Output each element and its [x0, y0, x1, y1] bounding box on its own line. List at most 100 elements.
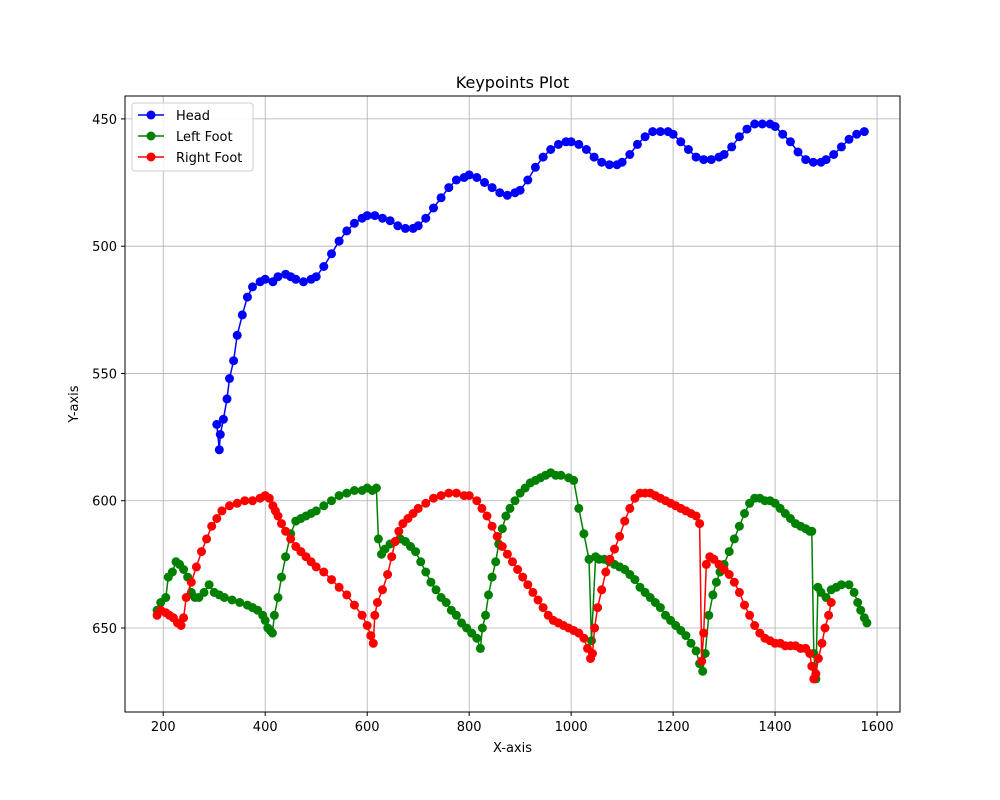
right-foot-point [523, 580, 533, 590]
head-point [218, 414, 228, 424]
head-point [502, 190, 512, 200]
left-foot-point [484, 590, 493, 600]
head-point [852, 129, 862, 139]
left-foot-point [734, 521, 744, 531]
head-point [413, 221, 423, 231]
left-foot-point [505, 503, 515, 513]
right-foot-point [186, 577, 196, 587]
right-foot-point [273, 511, 283, 521]
right-foot-point [820, 623, 830, 633]
right-foot-point [734, 587, 744, 597]
head-point [821, 155, 831, 165]
right-foot-point [610, 544, 619, 554]
right-foot-point [383, 570, 393, 579]
right-foot-point [615, 531, 625, 541]
left-foot-point [273, 593, 283, 602]
left-foot-point [219, 593, 229, 602]
left-foot-point [655, 603, 665, 613]
y-tick-label: 650 [92, 622, 117, 637]
head-point [648, 127, 658, 137]
left-foot-point [327, 496, 336, 506]
right-foot-point [334, 582, 344, 592]
left-foot-point [342, 488, 352, 498]
left-foot-point [844, 580, 854, 590]
head-point [538, 152, 548, 162]
right-foot-point [413, 503, 423, 513]
head-point [242, 292, 252, 302]
left-foot-point [491, 557, 501, 567]
right-foot-point [378, 585, 387, 595]
right-foot-point [464, 491, 474, 501]
right-foot-point [394, 526, 404, 536]
right-foot-point [750, 621, 760, 630]
right-foot-point [368, 638, 378, 648]
left-foot-point [708, 590, 718, 600]
left-foot-point [497, 524, 507, 534]
head-point [829, 150, 839, 159]
head-point [640, 132, 650, 142]
head-point [362, 211, 372, 221]
left-foot-point [856, 605, 866, 615]
left-foot-point [853, 598, 863, 607]
left-foot-point [711, 577, 721, 587]
left-foot-point [481, 610, 490, 620]
right-foot-point [724, 570, 734, 579]
head-point [655, 127, 665, 137]
left-foot-point [630, 575, 640, 585]
legend-label: Left Foot [176, 130, 233, 145]
right-foot-point [745, 610, 755, 620]
right-foot-point [286, 534, 296, 544]
left-foot-point [724, 547, 734, 557]
head-point [299, 277, 308, 287]
left-foot-point [862, 618, 872, 628]
right-foot-point [277, 519, 286, 529]
head-point [222, 394, 232, 404]
head-point [750, 119, 760, 129]
left-foot-point [349, 486, 359, 495]
head-point [495, 188, 505, 198]
right-foot-point [202, 534, 212, 544]
head-point [574, 139, 584, 149]
head-point [553, 139, 563, 149]
x-tick-label: 1200 [657, 720, 690, 735]
right-foot-point [695, 519, 705, 529]
head-point [785, 137, 795, 147]
left-foot-point [729, 534, 739, 544]
left-foot-point [477, 623, 487, 633]
head-point [260, 274, 270, 284]
head-point [727, 142, 737, 152]
right-foot-point [370, 610, 380, 620]
left-foot-point [371, 483, 381, 493]
head-point [859, 127, 869, 137]
left-foot-point [260, 615, 270, 625]
right-foot-point [240, 496, 250, 506]
right-foot-point [390, 537, 400, 546]
series-layer [152, 119, 872, 684]
head-point [691, 152, 701, 162]
right-foot-point [311, 562, 321, 572]
left-foot-point [311, 506, 321, 516]
head-point [597, 157, 607, 167]
right-foot-point [805, 649, 815, 658]
head-point [632, 139, 642, 149]
right-foot-point [533, 595, 543, 605]
left-foot-point [501, 511, 511, 521]
head-point [778, 129, 788, 139]
right-foot-point [590, 623, 600, 633]
right-foot-point [327, 575, 336, 585]
left-foot-point [426, 577, 436, 587]
left-foot-point [510, 496, 520, 506]
right-foot-point [421, 498, 431, 508]
right-foot-point [191, 562, 201, 572]
head-point [370, 211, 380, 221]
right-foot-point [605, 554, 615, 564]
legend-item-left-foot: Left Foot [138, 130, 233, 145]
y-tick-label: 550 [92, 367, 117, 382]
head-point [770, 122, 780, 131]
head-point [589, 152, 599, 162]
right-foot-point [281, 526, 291, 536]
right-foot-point [319, 567, 329, 577]
head-point [342, 226, 352, 236]
left-foot-point [556, 470, 566, 480]
head-point [734, 132, 744, 142]
